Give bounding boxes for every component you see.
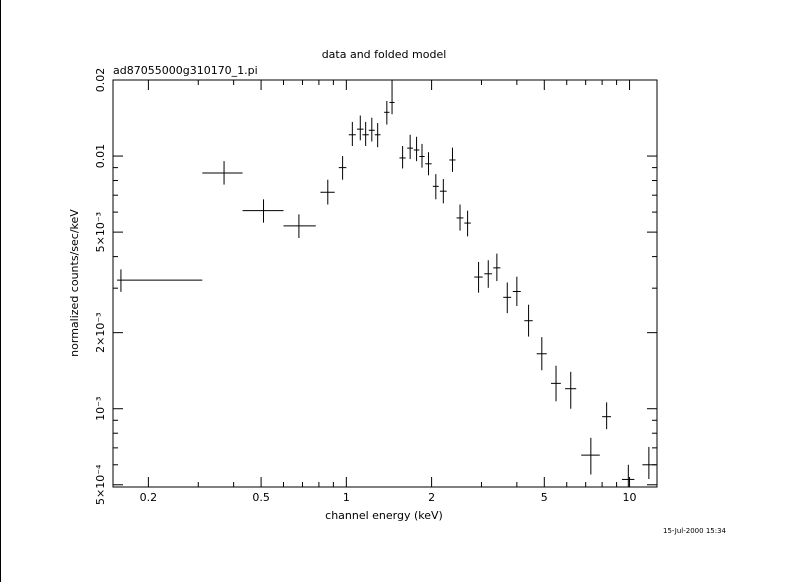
data-point	[320, 179, 335, 205]
data-point	[464, 210, 471, 237]
data-point	[283, 214, 316, 238]
data-point	[503, 282, 512, 314]
chart-subtitle: ad87055000g310170_1.pi	[113, 64, 258, 77]
data-point	[348, 121, 356, 147]
data-point	[456, 204, 464, 231]
data-points	[117, 80, 657, 487]
chart-title: data and folded model	[322, 48, 447, 61]
data-point	[551, 365, 561, 402]
window-left-edge	[0, 0, 1, 582]
data-point	[399, 146, 406, 169]
data-point	[493, 253, 501, 282]
data-point	[425, 152, 432, 176]
data-point	[536, 337, 547, 371]
data-point	[621, 464, 635, 487]
data-point	[407, 134, 414, 160]
y-tick-label: 0.02	[94, 68, 107, 93]
x-tick-label: 5	[541, 491, 548, 504]
data-point	[202, 161, 243, 185]
data-point	[419, 143, 425, 168]
y-tick-label: 2×10⁻³	[94, 312, 107, 352]
data-point	[374, 123, 381, 148]
timestamp: 15-Jul-2000 15:34	[663, 527, 727, 535]
x-tick-label: 0.2	[140, 491, 158, 504]
data-point	[581, 437, 600, 475]
x-axis-label: channel energy (keV)	[325, 509, 443, 522]
data-point	[439, 179, 447, 204]
data-point	[524, 304, 533, 337]
y-tick-label: 5×10⁻⁴	[94, 464, 107, 505]
data-point	[449, 147, 456, 172]
data-point	[413, 136, 420, 162]
y-tick-label: 0.01	[94, 144, 107, 169]
data-point	[117, 269, 203, 292]
x-tick-label: 1	[343, 491, 350, 504]
data-point	[474, 261, 483, 293]
data-point	[602, 402, 612, 430]
axis-ticks	[113, 79, 657, 487]
x-tick-label: 0.5	[252, 491, 270, 504]
x-tick-label: 2	[428, 491, 435, 504]
data-point	[356, 115, 364, 141]
y-axis-label: normalized counts/sec/keV	[68, 209, 81, 357]
data-point	[432, 174, 439, 200]
y-tick-label: 10⁻³	[94, 397, 107, 421]
x-tick-label: 10	[623, 491, 637, 504]
data-point	[362, 121, 369, 147]
data-point	[242, 199, 284, 223]
y-tick-label: 5×10⁻³	[94, 212, 107, 252]
data-point	[368, 117, 375, 142]
data-point	[338, 156, 347, 180]
data-point	[565, 371, 577, 409]
data-point	[512, 276, 521, 307]
data-point	[384, 100, 390, 125]
axis-tick-labels: 0.2 0.5 1 2 5 10 5×10⁻⁴ 10⁻³ 2×10⁻³ 5×10⁻³ 0.01 0.0…	[94, 68, 637, 505]
data-point	[484, 260, 493, 288]
data-point	[389, 80, 395, 115]
plot-frame	[112, 79, 658, 488]
data-point	[642, 446, 657, 480]
